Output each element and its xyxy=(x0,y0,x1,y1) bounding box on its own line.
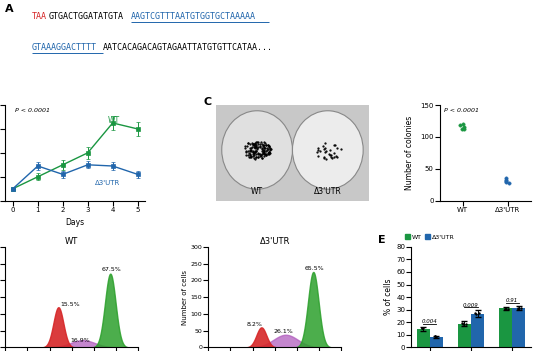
Y-axis label: % of cells: % of cells xyxy=(384,279,393,316)
Point xyxy=(459,126,468,131)
Text: 8.2%: 8.2% xyxy=(247,322,263,327)
Text: GTGACTGGATATGTA: GTGACTGGATATGTA xyxy=(48,12,123,21)
Text: C: C xyxy=(203,97,211,107)
Text: 0.91: 0.91 xyxy=(506,298,518,303)
Y-axis label: Number of colonies: Number of colonies xyxy=(406,116,414,190)
Bar xyxy=(417,329,430,347)
Text: AAGTCGTTTAATGTGGTGCTAAAAA: AAGTCGTTTAATGTGGTGCTAAAAA xyxy=(131,12,256,21)
Ellipse shape xyxy=(222,111,293,189)
Text: 15.5%: 15.5% xyxy=(61,302,80,306)
Text: A: A xyxy=(5,4,14,13)
Point xyxy=(456,122,464,128)
Point xyxy=(505,180,513,186)
Title: Δ3'UTR: Δ3'UTR xyxy=(259,237,290,246)
Point xyxy=(459,121,467,127)
Y-axis label: Number of cells: Number of cells xyxy=(182,270,188,325)
Text: 67.5%: 67.5% xyxy=(101,267,121,272)
Point xyxy=(502,176,510,181)
Point xyxy=(501,178,510,184)
Text: GTAAAGGACTTTT: GTAAAGGACTTTT xyxy=(32,44,96,52)
Text: WT: WT xyxy=(108,116,120,125)
Bar xyxy=(471,313,484,347)
Point xyxy=(460,125,468,130)
Text: Δ3'UTR: Δ3'UTR xyxy=(314,187,341,196)
Bar xyxy=(458,324,471,347)
X-axis label: Days: Days xyxy=(66,218,85,227)
Point xyxy=(458,126,467,132)
Text: Δ3'UTR: Δ3'UTR xyxy=(95,180,121,186)
Legend: WT, Δ3'UTR: WT, Δ3'UTR xyxy=(403,232,457,242)
Bar xyxy=(499,309,512,347)
Text: TAA: TAA xyxy=(32,12,47,21)
Text: 0.009: 0.009 xyxy=(463,303,479,307)
Text: 65.5%: 65.5% xyxy=(304,266,324,271)
Text: AATCACAGACAGTAGAATTATGTGTTCATAA...: AATCACAGACAGTAGAATTATGTGTTCATAA... xyxy=(103,44,273,52)
Text: E: E xyxy=(378,235,385,245)
Point xyxy=(502,178,511,183)
Ellipse shape xyxy=(293,111,363,189)
Text: 16.9%: 16.9% xyxy=(71,338,90,343)
Text: 26.1%: 26.1% xyxy=(273,329,293,335)
Bar xyxy=(430,337,443,347)
Text: P < 0.0001: P < 0.0001 xyxy=(444,108,479,113)
Text: P < 0.0001: P < 0.0001 xyxy=(15,108,50,113)
Title: WT: WT xyxy=(65,237,78,246)
Text: WT: WT xyxy=(251,187,263,196)
Bar xyxy=(512,308,525,347)
Text: 0.004: 0.004 xyxy=(422,319,438,324)
Point xyxy=(502,179,511,184)
